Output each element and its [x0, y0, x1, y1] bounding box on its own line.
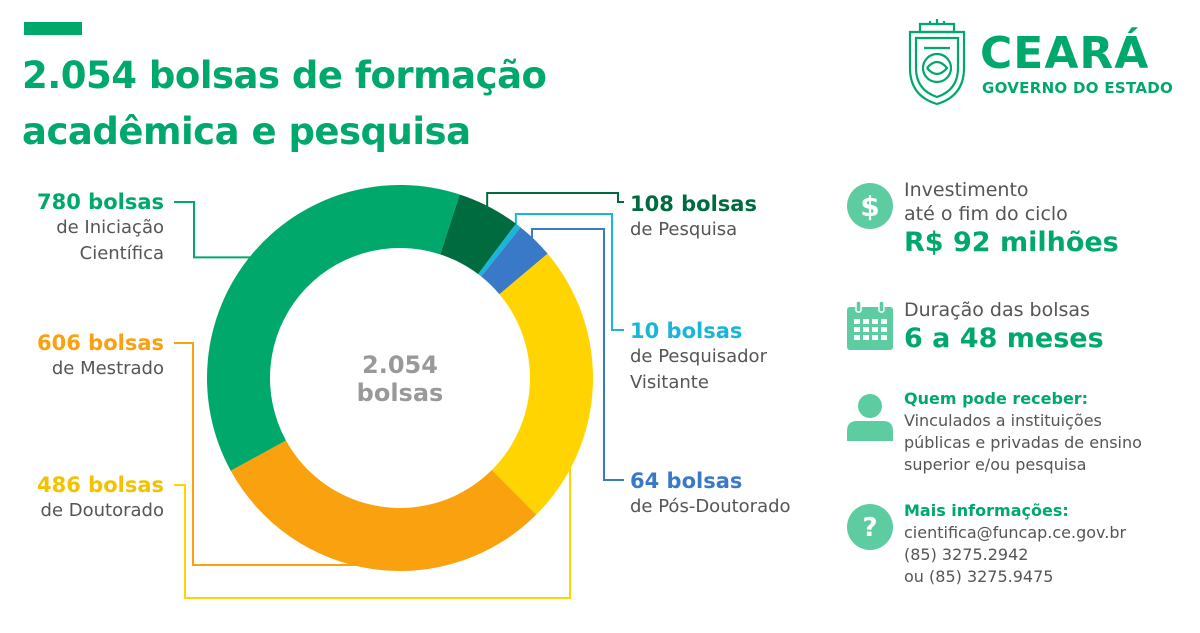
slice-label-mestrado: 606 bolsas de Mestrado	[10, 330, 164, 382]
slice-desc-visitante-1: de Pesquisador	[630, 346, 767, 367]
contact-email[interactable]: cientifica@funcap.ce.gov.br	[904, 523, 1127, 542]
donut-slice-2	[481, 227, 548, 295]
brand-subtitle: GOVERNO DO ESTADO	[982, 79, 1174, 97]
slice-desc-pesquisa: de Pesquisa	[630, 219, 738, 240]
slice-count-iniciacao: 780 bolsas	[37, 190, 164, 214]
slice-label-posdoc: 64 bolsas de Pós-Doutorado	[630, 468, 830, 520]
svg-text:$: $	[860, 190, 879, 223]
brand-name: CEARÁ	[980, 28, 1150, 79]
eligibility-line-2: públicas e privadas de ensino	[904, 433, 1142, 452]
eligibility-block: Quem pode receber: Vinculados a institui…	[904, 388, 1194, 476]
donut-slice-4	[230, 440, 537, 571]
center-label-value: 2.054	[362, 351, 438, 379]
duration-line-1: Duração das bolsas	[904, 299, 1090, 321]
slice-desc-doutorado: de Doutorado	[40, 500, 164, 521]
slice-desc-posdoc: de Pós-Doutorado	[630, 496, 791, 517]
investment-value: R$ 92 milhões	[904, 227, 1119, 258]
dollar-icon: $	[847, 183, 893, 229]
svg-text:?: ?	[862, 513, 877, 543]
contact-heading: Mais informações:	[904, 501, 1069, 520]
slice-count-mestrado: 606 bolsas	[37, 331, 164, 355]
duration-value: 6 a 48 meses	[904, 323, 1104, 354]
calendar-icon	[847, 301, 893, 350]
slice-desc-iniciacao-2: Científica	[79, 243, 164, 264]
eligibility-line-1: Vinculados a instituições	[904, 411, 1102, 430]
donut-slice-1	[478, 223, 521, 277]
slice-count-posdoc: 64 bolsas	[630, 469, 743, 493]
contact-block: Mais informações: cientifica@funcap.ce.g…	[904, 500, 1194, 588]
slice-label-doutorado: 486 bolsas de Doutorado	[10, 472, 164, 524]
duration-block: Duração das bolsas 6 a 48 meses	[904, 298, 1194, 356]
question-icon: ?	[847, 504, 893, 550]
contact-phone-2[interactable]: ou (85) 3275.9475	[904, 567, 1054, 586]
person-icon	[847, 394, 893, 441]
slice-desc-mestrado: de Mestrado	[51, 358, 164, 379]
accent-bar	[24, 22, 82, 35]
slice-label-iniciacao: 780 bolsas de Iniciação Científica	[10, 189, 164, 267]
slice-count-visitante: 10 bolsas	[630, 319, 743, 343]
page-title: 2.054 bolsas de formação acadêmica e pes…	[22, 48, 642, 160]
donut-slice-3	[491, 253, 593, 515]
slice-desc-iniciacao-1: de Iniciação	[56, 217, 164, 238]
donut-slice-5	[207, 185, 460, 471]
slice-count-pesquisa: 108 bolsas	[630, 192, 757, 216]
contact-phone-1[interactable]: (85) 3275.2942	[904, 545, 1029, 564]
investment-line-2: até o fim do ciclo	[904, 203, 1068, 225]
brand-logo: CEARÁ GOVERNO DO ESTADO	[902, 18, 1182, 108]
slice-label-pesquisa: 108 bolsas de Pesquisa	[630, 191, 830, 243]
eligibility-heading: Quem pode receber:	[904, 389, 1089, 408]
center-label-unit: bolsas	[357, 379, 444, 407]
investment-block: Investimento até o fim do ciclo R$ 92 mi…	[904, 178, 1194, 260]
leader-line-posdoc	[530, 228, 624, 481]
leader-line-pesquisa	[486, 192, 624, 211]
state-coat-of-arms-icon	[908, 19, 966, 106]
slice-label-visitante: 10 bolsas de Pesquisador Visitante	[630, 318, 830, 396]
eligibility-line-3: superior e/ou pesquisa	[904, 455, 1087, 474]
leader-line-iniciacao	[174, 201, 255, 259]
slice-desc-visitante-2: Visitante	[630, 372, 709, 393]
investment-line-1: Investimento	[904, 179, 1029, 201]
title-line-1: 2.054 bolsas de formação	[22, 54, 547, 97]
title-line-2: acadêmica e pesquisa	[22, 110, 471, 153]
donut-slice-0	[440, 194, 516, 275]
slice-count-doutorado: 486 bolsas	[37, 473, 164, 497]
leader-line-visitante	[514, 213, 624, 331]
